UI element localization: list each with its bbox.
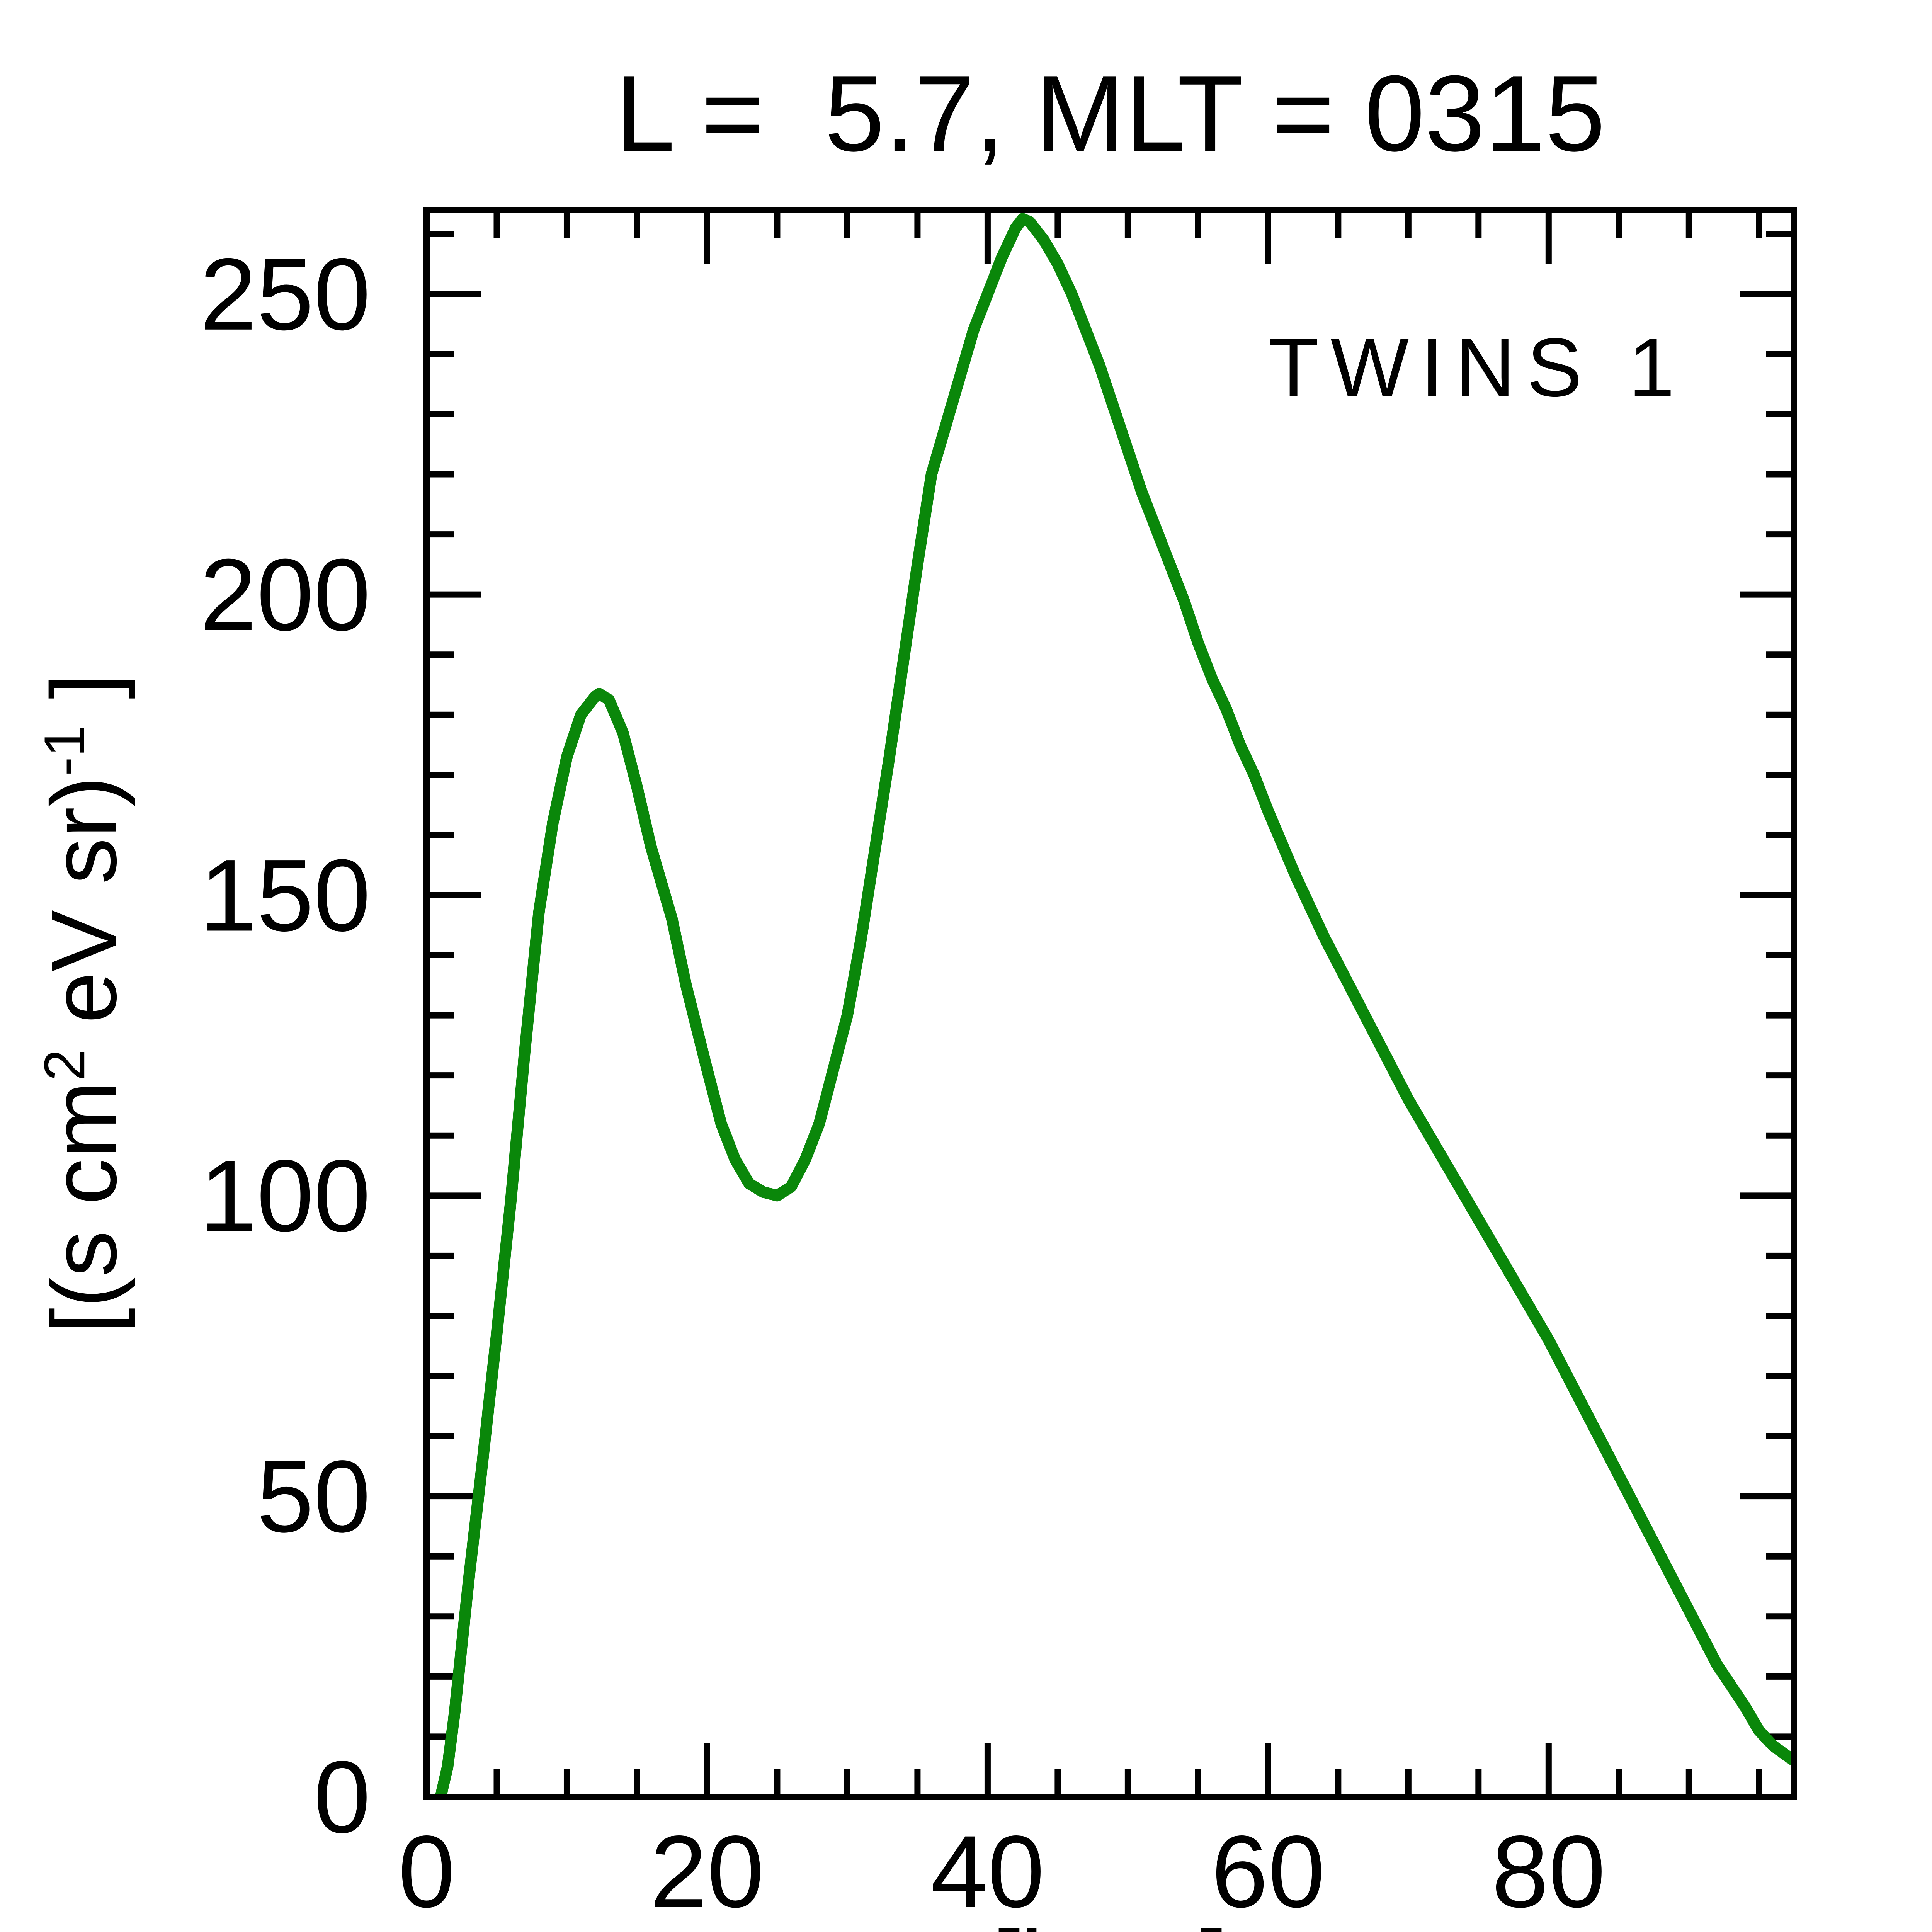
y-axis-label-part: eV sr)	[32, 776, 136, 1049]
plot-title: L = 5.7, MLT = 0315	[615, 53, 1605, 174]
y-axis-label-superscript: 2	[32, 1049, 97, 1081]
legend-label: TWINS 1	[1268, 321, 1686, 414]
y-tick-label: 50	[257, 1439, 371, 1554]
x-tick-label: 80	[1492, 1815, 1605, 1929]
y-axis-label-superscript: -1	[32, 725, 97, 776]
y-tick-label: 100	[200, 1139, 371, 1253]
axis-tick-labels: 0 20 40 60 80 0 50 100 150 200 250	[200, 237, 1605, 1929]
y-tick-label: 150	[200, 838, 371, 952]
y-tick-label: 0	[314, 1740, 371, 1854]
x-tick-label: 40	[931, 1815, 1045, 1929]
x-tick-label: 20	[650, 1815, 764, 1929]
y-axis-label: [(s cm2 eV sr)-1 ]	[32, 673, 136, 1333]
y-axis-label-part: [(s cm	[32, 1081, 136, 1333]
x-tick-label: 60	[1211, 1815, 1325, 1929]
y-tick-label: 200	[200, 538, 371, 652]
x-tick-label: 0	[398, 1815, 455, 1929]
plot-frame	[423, 207, 1797, 1800]
y-axis-label-part: ]	[32, 673, 136, 725]
axis-ticks	[423, 210, 1794, 1800]
y-tick-label: 250	[200, 237, 371, 352]
spectrum-curve	[435, 213, 1798, 1798]
x-axis-label: [keV]	[991, 1910, 1229, 1932]
